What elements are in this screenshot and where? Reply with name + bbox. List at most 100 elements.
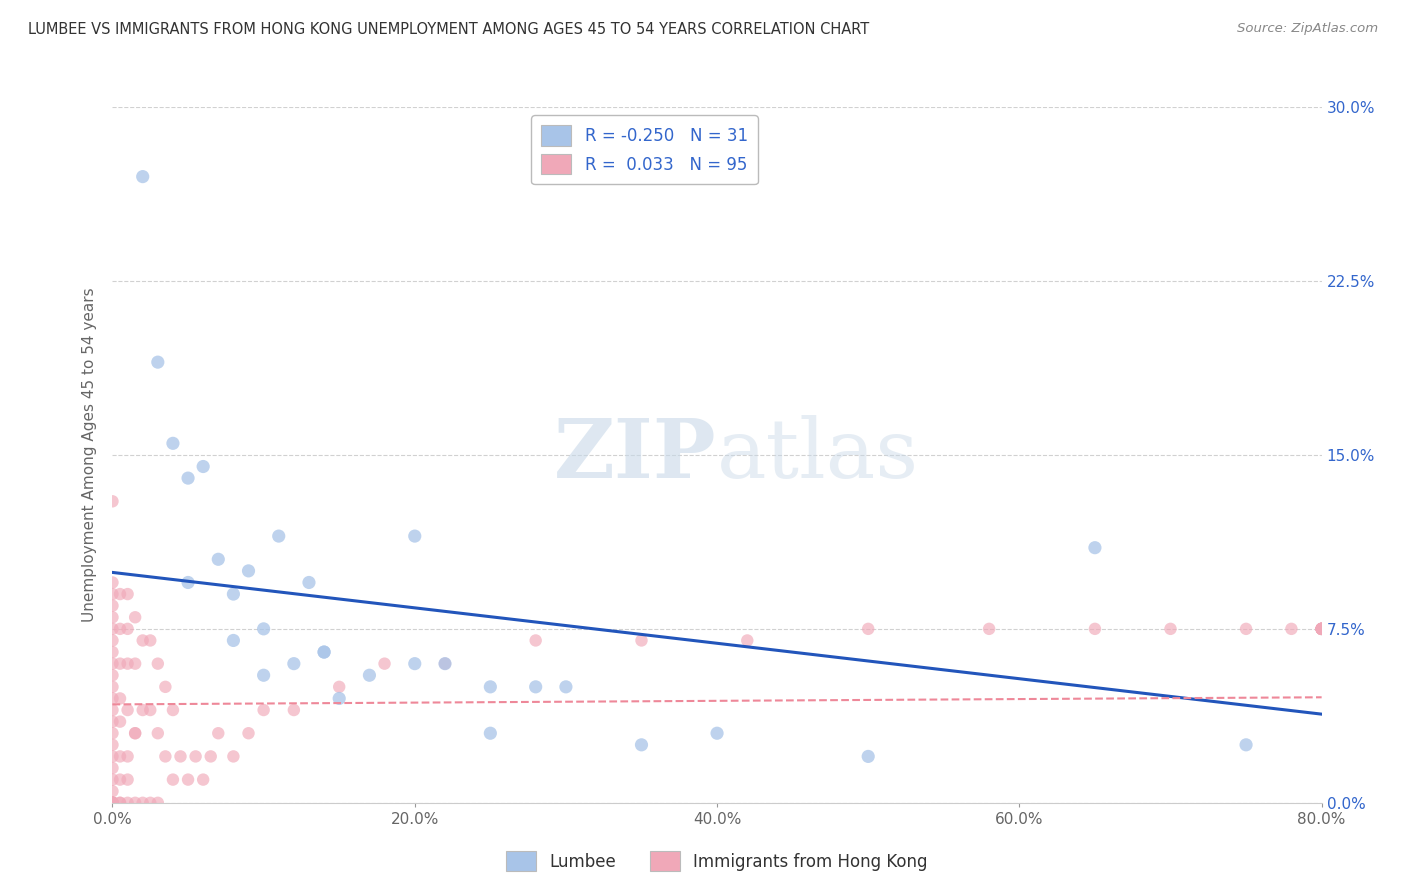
Point (162, 772, 184, 787)
Point (856, 749, 880, 764)
Point (117, 772, 139, 787)
Point (124, 726, 146, 740)
Point (101, 587, 124, 601)
Point (117, 587, 139, 601)
Point (101, 796, 124, 810)
Point (117, 657, 139, 671)
Point (253, 622, 276, 636)
Point (101, 796, 124, 810)
Point (108, 714, 131, 729)
Point (630, 738, 652, 752)
Point (1310, 622, 1333, 636)
Text: Source: ZipAtlas.com: Source: ZipAtlas.com (1237, 22, 1378, 36)
Point (479, 680, 502, 694)
Point (117, 622, 139, 636)
Point (108, 587, 131, 601)
Point (184, 749, 207, 764)
Point (298, 575, 321, 590)
Point (101, 680, 124, 694)
Point (101, 622, 124, 636)
Point (132, 169, 155, 184)
Point (1084, 622, 1107, 636)
Y-axis label: Unemployment Among Ages 45 to 54 years: Unemployment Among Ages 45 to 54 years (82, 287, 97, 623)
Point (117, 703, 139, 717)
Point (101, 796, 124, 810)
Point (222, 633, 245, 648)
Point (856, 622, 880, 636)
Point (101, 796, 124, 810)
Point (124, 796, 146, 810)
Point (314, 645, 336, 659)
Point (101, 761, 124, 775)
Point (117, 796, 139, 810)
Point (162, 436, 184, 450)
Point (146, 657, 169, 671)
Point (139, 796, 162, 810)
Point (101, 796, 124, 810)
Point (1310, 622, 1333, 636)
Point (404, 529, 426, 543)
Point (108, 796, 131, 810)
Legend: Lumbee, Immigrants from Hong Kong: Lumbee, Immigrants from Hong Kong (499, 845, 935, 878)
Point (207, 552, 229, 566)
Point (101, 494, 124, 508)
Point (124, 726, 146, 740)
Point (267, 529, 290, 543)
Point (108, 772, 131, 787)
Point (253, 703, 276, 717)
Point (374, 657, 396, 671)
Point (238, 726, 260, 740)
Point (524, 680, 547, 694)
Point (101, 796, 124, 810)
Point (101, 691, 124, 706)
Point (1084, 541, 1107, 555)
Point (1234, 622, 1257, 636)
Point (191, 459, 214, 474)
Point (162, 703, 184, 717)
Point (433, 657, 456, 671)
Point (117, 749, 139, 764)
Point (108, 749, 131, 764)
Point (433, 657, 456, 671)
Point (101, 633, 124, 648)
Point (101, 610, 124, 624)
Point (101, 749, 124, 764)
Point (155, 749, 177, 764)
Point (283, 703, 305, 717)
Point (101, 738, 124, 752)
Point (177, 772, 200, 787)
Point (200, 749, 222, 764)
Point (108, 657, 131, 671)
Point (737, 633, 759, 648)
Point (101, 599, 124, 613)
Point (283, 657, 305, 671)
Point (1310, 622, 1333, 636)
Point (1159, 622, 1181, 636)
Point (328, 680, 350, 694)
Point (108, 622, 131, 636)
Point (524, 633, 547, 648)
Point (191, 772, 214, 787)
Point (139, 633, 162, 648)
Point (132, 796, 155, 810)
Point (101, 668, 124, 682)
Point (139, 703, 162, 717)
Point (328, 691, 350, 706)
Text: LUMBEE VS IMMIGRANTS FROM HONG KONG UNEMPLOYMENT AMONG AGES 45 TO 54 YEARS CORRE: LUMBEE VS IMMIGRANTS FROM HONG KONG UNEM… (28, 22, 869, 37)
Point (253, 668, 276, 682)
Point (101, 796, 124, 810)
Point (554, 680, 576, 694)
Point (977, 622, 1000, 636)
Point (314, 645, 336, 659)
Point (101, 796, 124, 810)
Point (1310, 622, 1333, 636)
Point (177, 471, 200, 485)
Point (146, 355, 169, 369)
Text: ZIP: ZIP (554, 415, 717, 495)
Point (124, 610, 146, 624)
Point (1310, 622, 1333, 636)
Point (630, 633, 652, 648)
Point (1310, 622, 1333, 636)
Point (222, 749, 245, 764)
Text: atlas: atlas (717, 415, 920, 495)
